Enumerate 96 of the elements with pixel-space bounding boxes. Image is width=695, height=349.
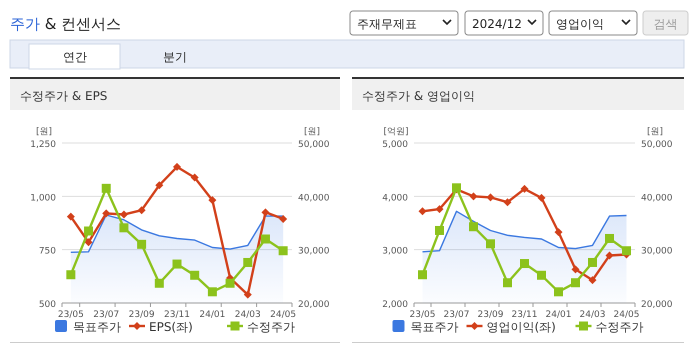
- point: [244, 290, 252, 299]
- y-tick-label: 3,000: [382, 246, 408, 257]
- point: [572, 265, 580, 274]
- legend-label: 영업이익(좌): [486, 320, 556, 334]
- legend-label: 수정주가: [247, 320, 295, 334]
- text: 2024/12: [472, 17, 522, 31]
- point: [243, 258, 252, 267]
- y2-tick-label: 40,000: [298, 193, 330, 204]
- y2-tick-label: 30,000: [641, 246, 673, 257]
- y2-tick-label: 20,000: [641, 300, 673, 310]
- point: [260, 234, 270, 244]
- y2-tick-label: 50,000: [298, 140, 330, 150]
- y2-axis-title: [원]: [304, 127, 320, 137]
- point: [137, 240, 146, 249]
- y2-tick-label: 40,000: [641, 193, 673, 204]
- point: [208, 196, 216, 204]
- point: [622, 246, 631, 256]
- chart-title: 수정주가 & 영업이익: [362, 89, 475, 103]
- x-tick-label: 24/03: [234, 310, 261, 320]
- x-tick-label: 24/01: [546, 310, 572, 320]
- point: [190, 174, 199, 182]
- x-tick-label: 23/07: [93, 310, 120, 320]
- y-axis-title: [원]: [36, 127, 52, 137]
- point: [84, 238, 93, 246]
- point: [172, 260, 182, 269]
- point: [588, 258, 597, 267]
- text: 영업이익: [556, 17, 604, 31]
- point: [520, 184, 528, 193]
- point: [435, 226, 444, 235]
- y2-tick-label: 50,000: [641, 140, 673, 150]
- point: [554, 287, 563, 296]
- y-axis-title: [억원]: [383, 127, 409, 137]
- y-tick-label: 500: [38, 300, 56, 310]
- x-tick-label: 24/05: [614, 310, 640, 320]
- legend-label: EPS(좌): [149, 320, 193, 334]
- point: [102, 209, 110, 218]
- point: [278, 246, 288, 256]
- x-tick-label: 23/05: [410, 310, 436, 320]
- point: [537, 270, 546, 280]
- point: [538, 194, 546, 202]
- point: [261, 208, 270, 216]
- point: [208, 287, 217, 296]
- legend-label: 수정주가: [596, 320, 644, 334]
- x-tick-label: 23/11: [164, 310, 190, 320]
- point: [102, 184, 111, 193]
- y2-axis-title: [원]: [646, 127, 664, 137]
- y-tick-label: 1,000: [30, 193, 56, 204]
- text: 검색: [654, 17, 678, 31]
- text: 연간: [63, 50, 87, 64]
- y-tick-label: 1,250: [30, 140, 56, 150]
- x-tick-label: 23/07: [444, 310, 470, 320]
- point: [418, 207, 426, 216]
- x-tick-label: 23/11: [512, 310, 538, 320]
- point: [173, 162, 181, 171]
- point: [470, 192, 478, 200]
- x-tick-label: 23/09: [478, 310, 504, 320]
- point: [226, 278, 235, 288]
- point: [504, 198, 512, 206]
- text: 주가 & 컨센서스: [10, 15, 122, 33]
- point: [571, 278, 580, 288]
- y-tick-label: 2,000: [382, 300, 408, 310]
- x-tick-label: 24/03: [580, 310, 606, 320]
- legend-label: 목표주가: [73, 320, 121, 334]
- point: [190, 270, 200, 280]
- y2-tick-label: 20,000: [298, 300, 330, 310]
- x-tick-label: 24/01: [199, 310, 226, 320]
- point: [84, 226, 94, 236]
- y-tick-label: 750: [38, 246, 56, 257]
- legend-label: 목표주가: [410, 320, 458, 334]
- point: [588, 276, 596, 284]
- point: [503, 278, 512, 288]
- point: [66, 270, 76, 280]
- text: 분기: [163, 50, 187, 64]
- y-tick-label: 5,000: [382, 140, 408, 150]
- point: [119, 223, 128, 232]
- point: [154, 278, 164, 288]
- point: [138, 206, 146, 214]
- point: [605, 234, 614, 243]
- point: [606, 252, 614, 260]
- point: [66, 212, 75, 221]
- point: [469, 222, 478, 232]
- point: [554, 228, 562, 236]
- point: [279, 214, 288, 223]
- x-tick-label: 23/05: [58, 310, 84, 320]
- point: [486, 193, 494, 202]
- x-tick-label: 24/05: [270, 310, 296, 320]
- text: 주재무제표: [357, 17, 417, 31]
- point: [520, 259, 529, 268]
- x-tick-label: 23/09: [128, 310, 155, 320]
- point: [436, 205, 444, 214]
- point: [486, 239, 495, 248]
- y2-tick-label: 30,000: [298, 246, 330, 257]
- y-tick-label: 4,000: [382, 193, 408, 204]
- point: [155, 181, 164, 190]
- chart-title: 수정주가 & EPS: [20, 89, 108, 103]
- point: [418, 270, 427, 280]
